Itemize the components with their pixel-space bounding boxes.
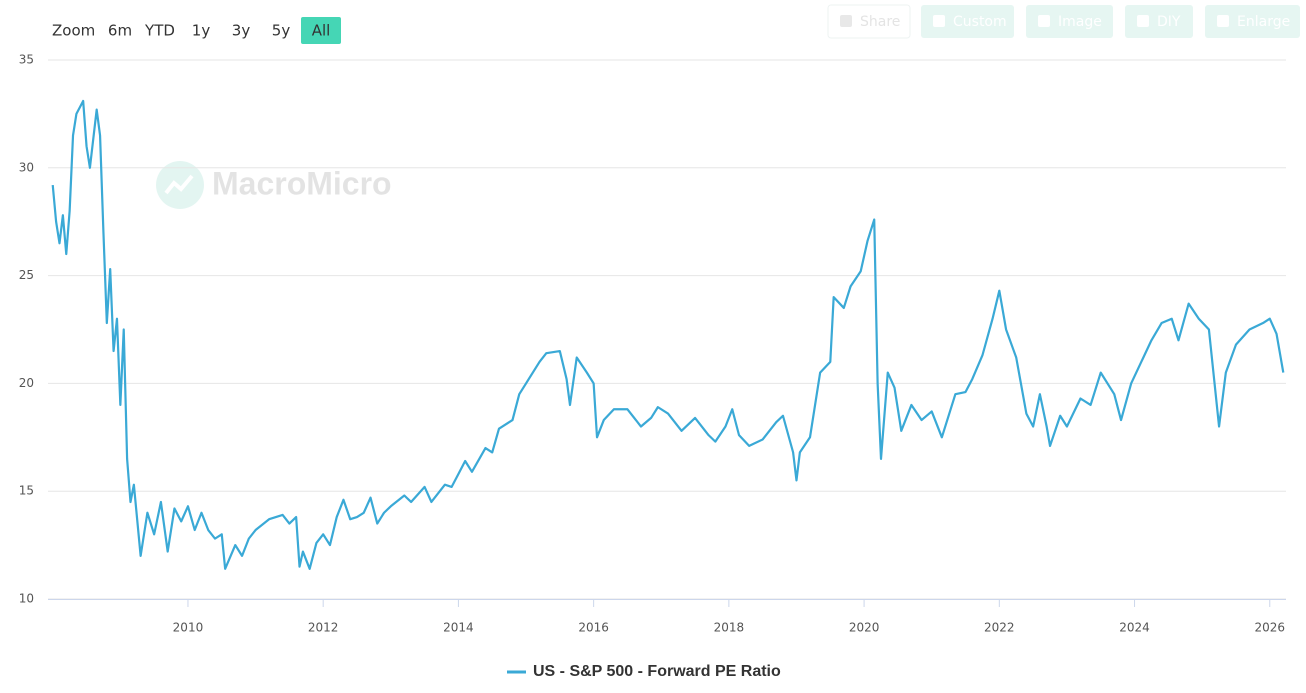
action-button-bg [1125,5,1193,38]
range-button[interactable]: 1y [192,22,211,40]
range-button[interactable]: 6m [108,22,132,40]
range-button[interactable]: 3y [232,22,251,40]
x-tick-label: 2020 [849,621,880,635]
range-button-bg [301,17,341,44]
action-button[interactable]: Custom [921,5,1014,38]
action-button[interactable]: DIY [1125,5,1193,38]
x-tick-label: 2016 [578,621,609,635]
watermark: MacroMicro [156,161,392,209]
action-button[interactable]: Enlarge [1205,5,1300,38]
range-button[interactable]: All [301,17,341,44]
action-icon [1137,15,1149,27]
y-tick-label: 25 [19,268,34,282]
range-button-label: 3y [232,22,251,40]
y-tick-label: 10 [19,592,34,606]
range-button-label: All [312,22,331,40]
action-button[interactable]: Share [827,4,911,39]
range-button-label: 6m [108,22,132,40]
range-button-label: 5y [272,22,291,40]
x-tick-label: 2010 [173,621,204,635]
action-button[interactable]: Image [1026,5,1113,38]
legend-item[interactable]: US - S&P 500 - Forward PE Ratio [507,663,781,680]
action-label: Image [1058,14,1102,30]
action-button-bg [1026,5,1113,38]
watermark-logo [156,161,204,209]
action-label: DIY [1157,14,1181,30]
zoom-label: Zoom [52,22,95,40]
watermark-text: MacroMicro [212,165,392,201]
range-button-label: YTD [144,22,175,40]
action-icon [1217,15,1229,27]
x-tick-label: 2022 [984,621,1015,635]
x-tick-label: 2012 [308,621,339,635]
action-button-bg [827,4,911,39]
series-line [51,99,1285,570]
x-tick-label: 2018 [714,621,745,635]
y-tick-label: 15 [19,484,34,498]
action-icon [933,15,945,27]
action-icon [840,15,852,27]
action-button-bg [1205,5,1300,38]
action-button-bg [921,5,1014,38]
x-tick-label: 2026 [1254,621,1285,635]
y-tick-label: 20 [19,376,34,390]
y-tick-label: 30 [19,160,34,174]
action-label: Enlarge [1237,14,1290,30]
action-icon [1038,15,1050,27]
range-button[interactable]: 5y [272,22,291,40]
y-tick-label: 35 [19,53,34,67]
watermark-logo-line [164,174,194,195]
range-button[interactable]: YTD [144,22,175,40]
action-label: Share [860,14,900,30]
x-tick-label: 2024 [1119,621,1150,635]
range-button-label: 1y [192,22,211,40]
action-label: Custom [953,14,1007,30]
legend-label: US - S&P 500 - Forward PE Ratio [533,663,781,680]
x-tick-label: 2014 [443,621,474,635]
